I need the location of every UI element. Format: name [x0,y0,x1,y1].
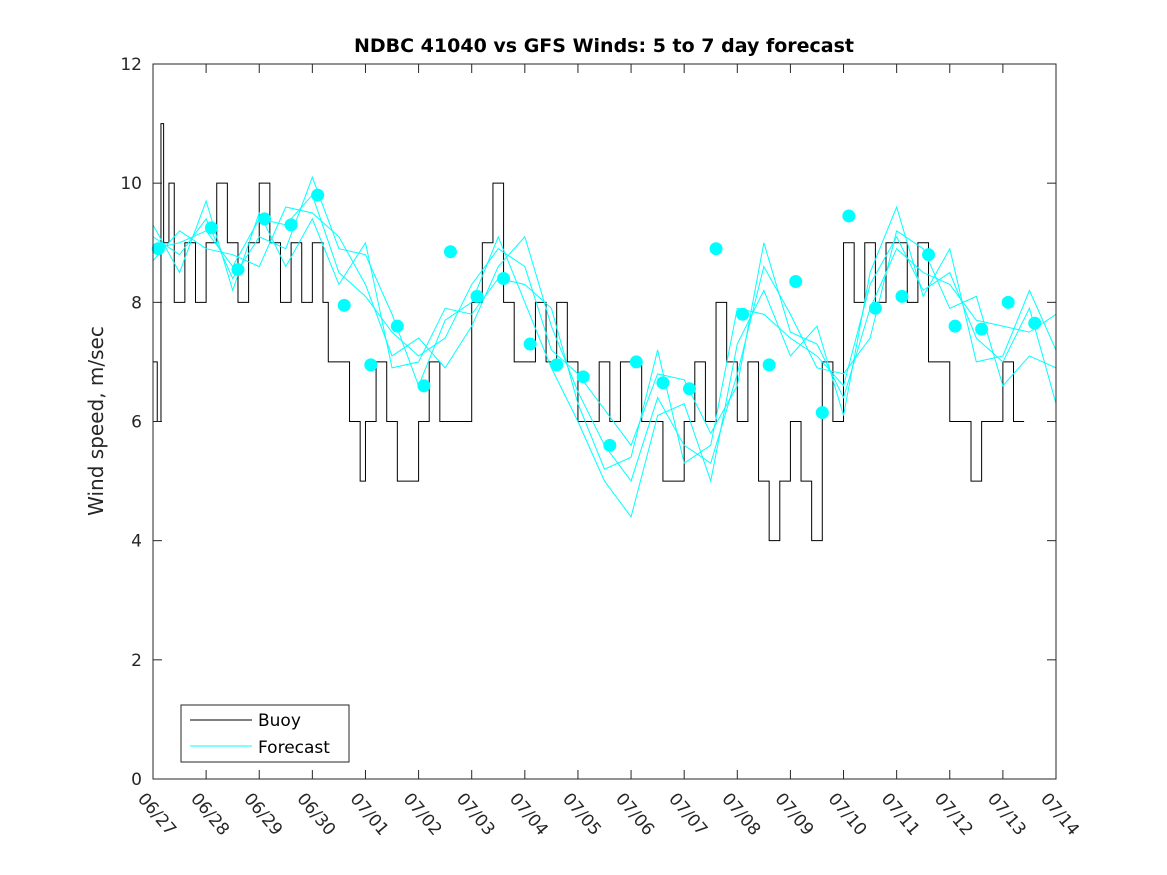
y-axis-ticks: 0 2 4 6 8 10 12 [120,55,1056,790]
forecast-point [443,245,457,259]
forecast-point [656,376,670,390]
forecast-point [762,358,776,372]
forecast-point [576,370,590,384]
forecast-point [204,221,218,235]
forecast-point [258,212,272,226]
forecast-point [789,274,803,288]
y-tick-label: 2 [131,651,142,671]
x-tick-label: 06/30 [293,789,340,839]
forecast-point [709,242,723,256]
x-tick-label: 06/28 [186,789,233,839]
forecast-point [1028,316,1042,330]
chart-title: NDBC 41040 vs GFS Winds: 5 to 7 day fore… [354,35,854,57]
x-tick-label: 07/14 [1036,789,1083,839]
forecast-point [151,242,165,256]
legend: Buoy Forecast [180,704,350,763]
forecast-point [895,289,909,303]
y-axis-label: Wind speed, m/sec [84,326,108,516]
x-tick-label: 06/27 [133,789,180,839]
forecast-point [842,209,856,223]
forecast-point [550,358,564,372]
forecast-point [523,337,537,351]
legend-box [180,704,350,763]
y-tick-label: 12 [120,55,142,75]
y-tick-label: 0 [131,770,142,790]
x-tick-label: 07/02 [399,789,446,839]
y-tick-label: 10 [120,174,142,194]
legend-buoy-label: Buoy [258,711,301,731]
forecast-point [231,263,245,277]
forecast-point [975,322,989,336]
forecast-point [948,319,962,333]
buoy-series [153,123,1025,542]
forecast-point [815,406,829,420]
x-tick-label: 07/09 [771,789,818,839]
x-tick-label: 06/29 [239,789,286,839]
x-tick-label: 07/11 [877,789,924,839]
plot-area [151,123,1056,542]
x-tick-label: 07/10 [824,789,871,839]
buoy-line [153,123,1025,542]
forecast-point [311,188,325,202]
forecast-point [1001,295,1015,309]
legend-forecast-label: Forecast [258,738,330,758]
forecast-point [390,319,404,333]
x-tick-label: 07/04 [505,789,552,839]
forecast-point [922,248,936,262]
x-tick-label: 07/06 [611,789,658,839]
x-tick-label: 07/08 [717,789,764,839]
x-tick-label: 07/03 [452,789,499,839]
x-tick-label: 07/13 [983,789,1030,839]
forecast-point [497,272,511,285]
x-tick-label: 07/12 [930,789,977,839]
forecast-line-0 [153,194,1056,447]
y-tick-label: 6 [131,413,142,433]
x-tick-label: 07/05 [558,789,605,839]
forecast-points [151,188,1042,452]
forecast-point [603,438,617,452]
forecast-point [736,307,750,321]
x-tick-label: 07/07 [664,789,711,839]
axes-box [152,63,1057,780]
forecast-point [284,218,298,232]
forecast-point [417,379,431,393]
y-tick-label: 4 [131,532,142,552]
forecast-point [682,382,696,396]
forecast-point [868,301,882,315]
forecast-point [337,298,351,312]
x-tick-label: 07/01 [346,789,393,839]
forecast-line-2 [153,206,1056,483]
forecast-point [470,289,484,303]
forecast-point [629,355,643,369]
y-tick-label: 8 [131,293,142,313]
forecast-line-3 [153,199,1056,470]
forecast-point [364,358,378,372]
